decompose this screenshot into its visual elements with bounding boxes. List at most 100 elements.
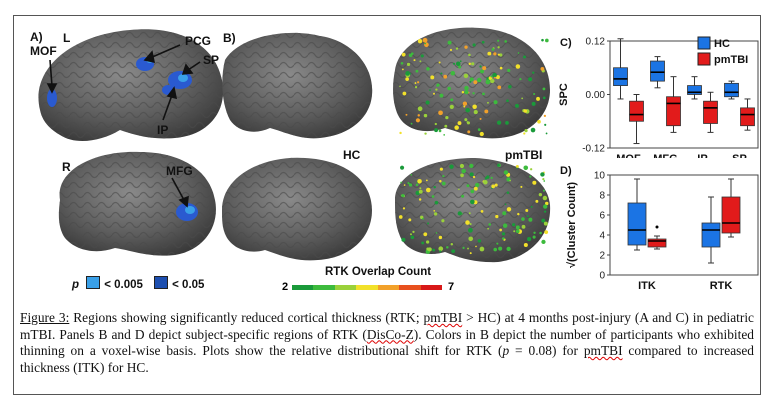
overlap-speckle (447, 86, 451, 91)
colorbar-segment (292, 285, 314, 290)
overlap-speckle (523, 55, 527, 59)
brain-b-lateral (222, 32, 373, 139)
overlap-speckle (542, 96, 546, 100)
overlap-speckle (469, 222, 472, 226)
overlap-speckle (538, 192, 543, 197)
overlap-speckle (413, 59, 416, 62)
overlap-speckle (472, 92, 475, 95)
overlap-speckle (458, 188, 460, 191)
y-tick-label: 2 (599, 251, 605, 262)
overlap-speckle (502, 211, 507, 216)
overlap-speckle (459, 163, 465, 169)
overlap-speckle (532, 180, 537, 185)
overlap-speckle (490, 78, 495, 84)
overlap-speckle (540, 66, 545, 71)
overlap-speckle (499, 53, 503, 57)
y-tick-label: 0 (599, 271, 605, 282)
overlap-speckle (405, 71, 411, 76)
overlap-speckle (504, 40, 507, 43)
overlap-speckle (494, 76, 496, 79)
x-category-label: MOF (616, 153, 641, 158)
panel-b-label: B) (223, 31, 236, 45)
overlap-speckle (415, 69, 419, 73)
overlap-max: 7 (448, 281, 455, 293)
caption-text-2: > HC) at 4 months post-injury (A and C) … (20, 310, 754, 342)
overlap-speckle (515, 103, 519, 108)
overlap-speckle (535, 199, 539, 203)
overlap-speckle (421, 241, 425, 245)
overlap-speckle (506, 246, 511, 251)
overlap-speckle (487, 101, 489, 104)
x-category-label: SP (732, 153, 747, 158)
overlap-speckle (410, 173, 413, 176)
overlap-speckle (440, 72, 443, 75)
overlap-speckle (469, 252, 472, 255)
sig-regions-a (47, 57, 198, 221)
overlap-speckle (424, 42, 427, 45)
overlap-speckle (464, 85, 469, 91)
overlap-speckle (523, 165, 529, 171)
overlap-speckle (491, 48, 495, 51)
overlap-speckle (461, 91, 465, 94)
overlap-speckle (465, 220, 470, 225)
chart-panel-label: C) (560, 37, 572, 49)
chart-panel-label: D) (560, 165, 572, 177)
overlap-speckle (476, 77, 482, 83)
overlap-speckle (419, 187, 422, 190)
brain-b-pmtbi-medial (395, 158, 551, 263)
sig-level-0005: < 0.005 (104, 279, 143, 291)
overlap-speckle (463, 105, 466, 108)
overlap-speckle (526, 215, 529, 218)
overlap-speckle (443, 74, 448, 79)
overlap-speckle (520, 185, 523, 188)
overlap-speckle (484, 109, 489, 114)
overlap-speckle (410, 122, 413, 125)
overlap-speckle (542, 177, 545, 181)
overlap-speckle (424, 132, 427, 135)
overlap-speckle (452, 62, 456, 65)
overlap-speckle (447, 40, 452, 45)
hemisphere-left-label: L (63, 31, 71, 45)
overlap-speckle (439, 93, 444, 98)
overlap-speckle (536, 96, 540, 101)
overlap-speckle (433, 92, 435, 95)
overlap-speckle (399, 131, 402, 135)
sig-swatch-0005 (86, 276, 101, 289)
overlap-speckle (519, 78, 522, 81)
overlap-speckle (495, 214, 499, 219)
caption-text-4: = 0.08) for (509, 343, 584, 359)
overlap-speckle (543, 221, 548, 226)
x-category-label: ITK (638, 280, 656, 292)
overlap-speckle (422, 217, 424, 220)
chart-c: C) 0.12 0.00 -0.12 SPC MOF MFG IP SP HC pmTBI (558, 36, 759, 158)
overlap-speckle (425, 100, 430, 105)
overlap-speckle (449, 164, 454, 169)
legend-swatch (697, 52, 711, 66)
overlap-speckle (417, 114, 420, 117)
y-tick-label: 6 (599, 211, 605, 222)
y-axis-label: √(Cluster Count) (566, 182, 578, 268)
overlap-speckle (482, 66, 487, 71)
colorbar-segment (399, 285, 421, 290)
overlap-speckle (544, 123, 547, 126)
overlap-speckle (467, 247, 469, 250)
overlap-speckle (425, 187, 431, 193)
hc-label: HC (343, 148, 361, 162)
overlap-speckle (438, 110, 443, 116)
caption-text-1: Regions showing significantly reduced co… (69, 310, 424, 325)
box-pmtbi (721, 196, 741, 234)
overlap-speckle (468, 227, 473, 233)
overlap-speckle (545, 132, 548, 135)
y-tick-label: 10 (594, 171, 606, 182)
pmtbi-label: pmTBI (505, 148, 543, 162)
overlap-speckle (402, 207, 406, 210)
region-label-pcg: PCG (185, 34, 212, 48)
overlap-speckle (450, 243, 454, 246)
overlap-speckle (463, 73, 469, 79)
overlap-speckle (403, 184, 406, 186)
y-tick-label: 0.00 (586, 90, 606, 101)
legend-label: HC (714, 38, 730, 50)
overlap-speckle (426, 67, 430, 71)
overlap-speckle (501, 237, 505, 240)
